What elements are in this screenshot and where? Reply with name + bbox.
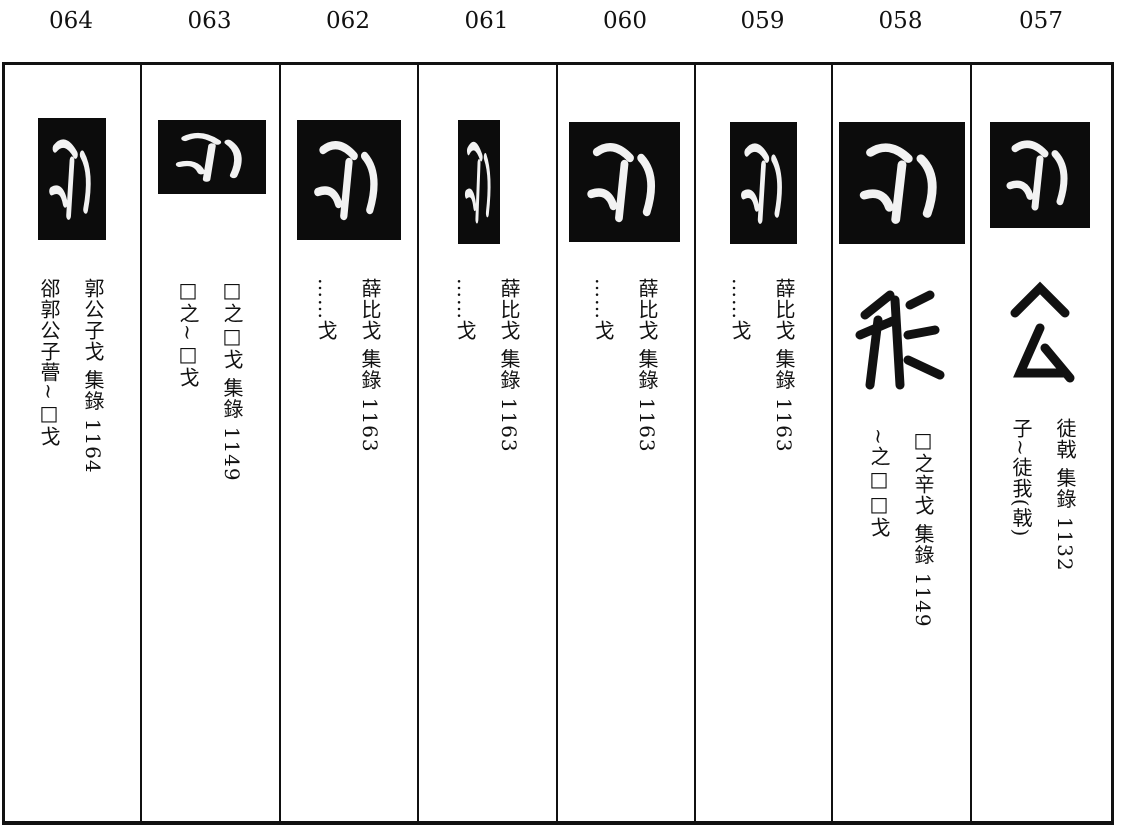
rubbing-strokes: [741, 143, 782, 224]
rubbing-image: [569, 122, 680, 242]
column-number: 064: [49, 8, 93, 34]
text-line: □之辛戈 集錄 1149: [911, 428, 935, 628]
text-line: □之~□戈: [176, 278, 200, 388]
rubbing-strokes: [314, 141, 378, 221]
inscription-text: □之□戈 集錄 1149 □之~□戈: [166, 278, 254, 482]
inscription-text: 徒戟 集錄 1132 子~徒我(戟): [999, 418, 1087, 572]
column-divider: [140, 62, 142, 822]
text-line: ~之□□戈: [867, 428, 891, 538]
column-number: 059: [740, 8, 785, 34]
column-number: 057: [1019, 8, 1063, 34]
column-divider: [556, 62, 558, 822]
table-frame: [2, 62, 1114, 825]
inscription-text: □之辛戈 集錄 1149 ~之□□戈: [857, 428, 945, 628]
text-line: 薛比戈 集錄 1163: [358, 278, 382, 453]
transcribed-glyph: [1010, 281, 1075, 383]
text-line: 子~徒我(戟): [1009, 418, 1033, 538]
inscription-text: 薛比戈 集錄 1163 ……戈: [581, 278, 669, 453]
rubbing-strokes: [859, 143, 937, 224]
column-divider: [970, 62, 972, 822]
rubbing-image: [730, 122, 797, 244]
column-divider: [417, 62, 419, 822]
column-divider: [279, 62, 281, 822]
inscription-text: 郭公子戈 集錄 1164 郤郭公子瞢~□戈: [27, 278, 115, 474]
transcribed-glyph: [855, 290, 945, 390]
inscription-text: 薛比戈 集錄 1163 ……戈: [718, 278, 806, 453]
text-line: 薛比戈 集錄 1163: [635, 278, 659, 453]
column-number: 062: [326, 8, 370, 34]
text-line: □之□戈 集錄 1149: [220, 278, 244, 482]
text-line: ……戈: [453, 278, 477, 341]
rubbing-image: [839, 122, 965, 244]
column-number: 061: [464, 8, 509, 34]
column-number: 058: [878, 8, 923, 34]
inscription-text: 薛比戈 集錄 1163 ……戈: [304, 278, 392, 453]
rubbing-image: [297, 120, 401, 240]
text-line: 郤郭公子瞢~□戈: [37, 278, 61, 447]
text-line: ……戈: [591, 278, 615, 341]
rubbing-image: [38, 118, 106, 240]
text-line: ……戈: [728, 278, 752, 341]
text-line: 薛比戈 集錄 1163: [772, 278, 796, 453]
rubbing-strokes: [464, 141, 491, 224]
inscription-text: 薛比戈 集錄 1163 ……戈: [443, 278, 531, 453]
rubbing-strokes: [175, 132, 242, 182]
rubbing-strokes: [1006, 140, 1068, 211]
rubbing-strokes: [49, 139, 91, 220]
rubbing-image: [990, 122, 1090, 228]
text-line: ……戈: [314, 278, 338, 341]
text-line: 徒戟 集錄 1132: [1053, 418, 1077, 572]
text-line: 薛比戈 集錄 1163: [497, 278, 521, 453]
rubbing-image: [158, 120, 266, 194]
column-number: 063: [187, 8, 232, 34]
column-divider: [694, 62, 696, 822]
column-divider: [831, 62, 833, 822]
rubbing-image: [458, 120, 500, 244]
column-number: 060: [603, 8, 647, 34]
rubbing-strokes: [587, 143, 656, 223]
text-line: 郭公子戈 集錄 1164: [81, 278, 105, 474]
